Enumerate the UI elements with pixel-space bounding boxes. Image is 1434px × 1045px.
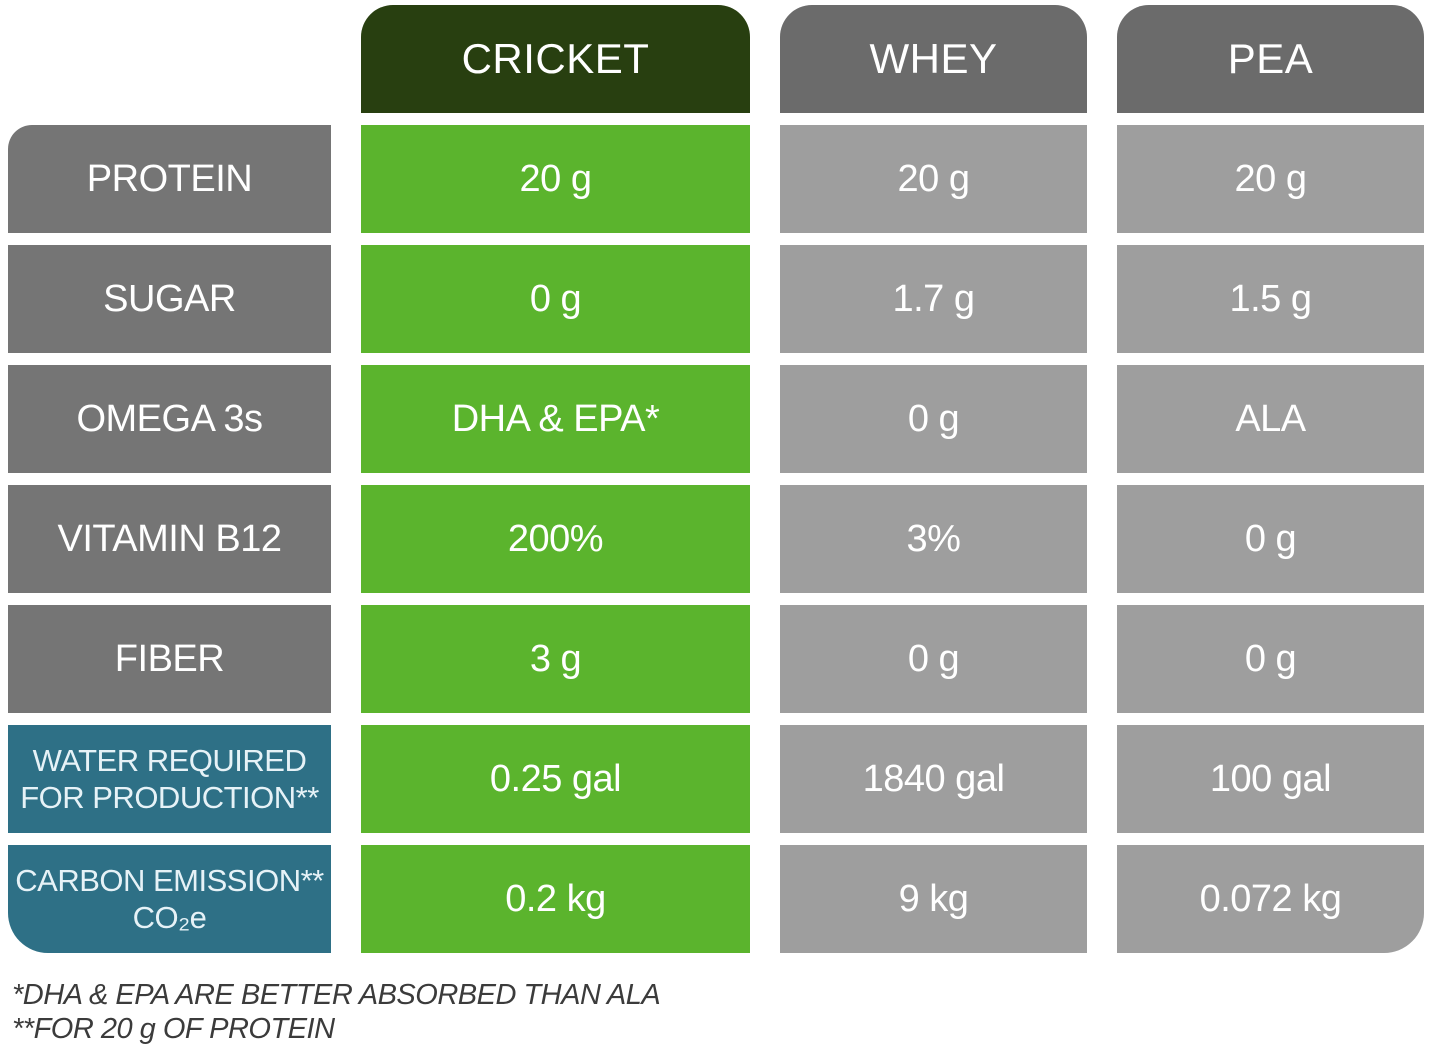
cell-pea-carbon: 0.072 kg bbox=[1117, 845, 1424, 953]
column-header-cricket: CRICKET bbox=[361, 5, 750, 113]
row-label-carbon-line2: CO₂e bbox=[132, 900, 207, 935]
comparison-table: CRICKET WHEY PEA PROTEIN 20 g 20 g 20 g … bbox=[8, 5, 1424, 953]
row-label-fiber: FIBER bbox=[8, 605, 331, 713]
row-label-protein: PROTEIN bbox=[8, 125, 331, 233]
row-label-carbon-emission: CARBON EMISSION** CO₂e bbox=[8, 845, 331, 953]
row-label-water-line2: FOR PRODUCTION** bbox=[20, 780, 319, 815]
cell-cricket-vitamin-b12: 200% bbox=[361, 485, 750, 593]
row-label-vitamin-b12: VITAMIN B12 bbox=[8, 485, 331, 593]
cell-cricket-carbon: 0.2 kg bbox=[361, 845, 750, 953]
cell-whey-vitamin-b12: 3% bbox=[780, 485, 1087, 593]
cell-whey-sugar: 1.7 g bbox=[780, 245, 1087, 353]
cell-cricket-fiber: 3 g bbox=[361, 605, 750, 713]
cell-cricket-protein: 20 g bbox=[361, 125, 750, 233]
cell-cricket-sugar: 0 g bbox=[361, 245, 750, 353]
cell-pea-vitamin-b12: 0 g bbox=[1117, 485, 1424, 593]
footnote-per-20g: **FOR 20 g OF PROTEIN bbox=[12, 1013, 335, 1045]
row-label-water-line1: WATER REQUIRED bbox=[32, 743, 307, 778]
footnote-dha-epa: *DHA & EPA ARE BETTER ABSORBED THAN ALA bbox=[12, 979, 661, 1011]
cell-pea-fiber: 0 g bbox=[1117, 605, 1424, 713]
header-spacer bbox=[8, 5, 331, 113]
cell-whey-carbon: 9 kg bbox=[780, 845, 1087, 953]
cell-pea-omega-3s: ALA bbox=[1117, 365, 1424, 473]
column-header-pea: PEA bbox=[1117, 5, 1424, 113]
cell-pea-sugar: 1.5 g bbox=[1117, 245, 1424, 353]
cell-pea-water: 100 gal bbox=[1117, 725, 1424, 833]
cell-cricket-water: 0.25 gal bbox=[361, 725, 750, 833]
cell-pea-protein: 20 g bbox=[1117, 125, 1424, 233]
cell-whey-protein: 20 g bbox=[780, 125, 1087, 233]
cell-cricket-omega-3s: DHA & EPA* bbox=[361, 365, 750, 473]
row-label-water-required: WATER REQUIRED FOR PRODUCTION** bbox=[8, 725, 331, 833]
cell-whey-omega-3s: 0 g bbox=[780, 365, 1087, 473]
cell-whey-fiber: 0 g bbox=[780, 605, 1087, 713]
column-header-whey: WHEY bbox=[780, 5, 1087, 113]
row-label-omega-3s: OMEGA 3s bbox=[8, 365, 331, 473]
cell-whey-water: 1840 gal bbox=[780, 725, 1087, 833]
row-label-sugar: SUGAR bbox=[8, 245, 331, 353]
row-label-carbon-line1: CARBON EMISSION** bbox=[15, 863, 324, 898]
footnotes: *DHA & EPA ARE BETTER ABSORBED THAN ALA … bbox=[12, 978, 661, 1045]
